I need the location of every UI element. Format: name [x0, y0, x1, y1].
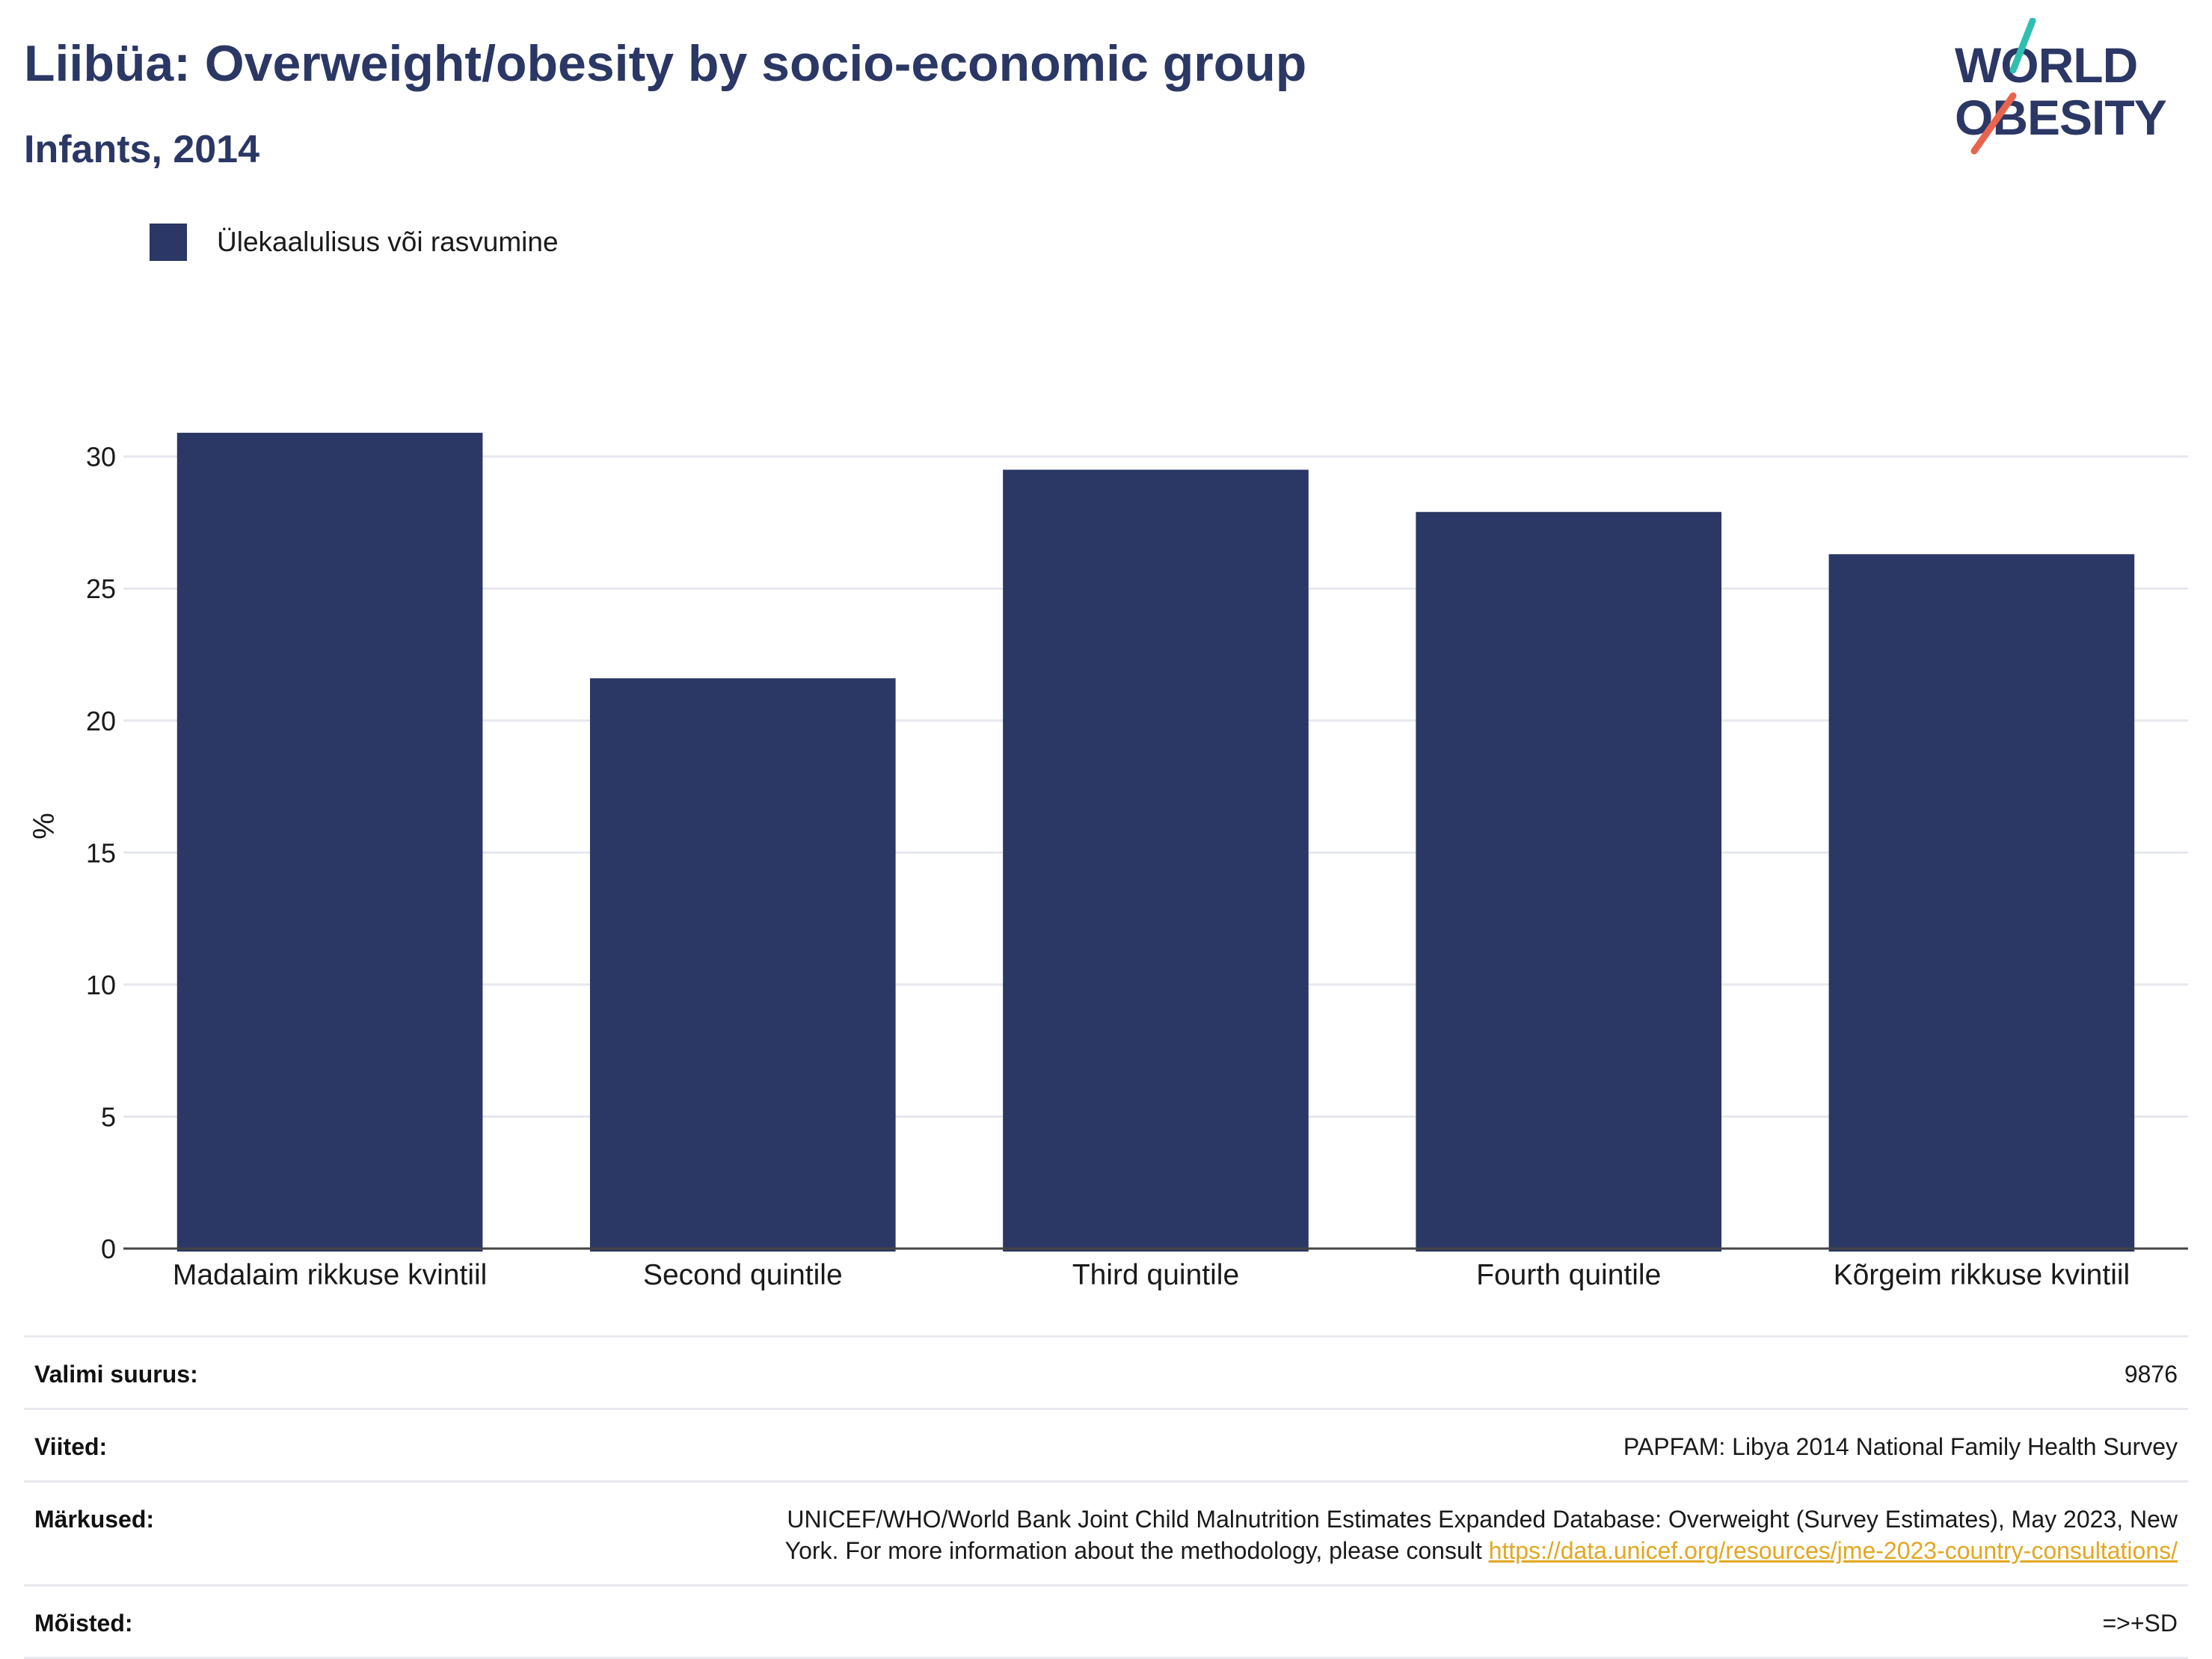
- logo-line1: WORLD: [1955, 37, 2137, 93]
- bar: [1828, 554, 2135, 1252]
- y-tick-label: 20: [86, 706, 116, 736]
- x-tick-label: Second quintile: [643, 1259, 843, 1291]
- legend[interactable]: Ülekaalulisus või rasvumine: [150, 223, 559, 262]
- x-tick-label: Madalaim rikkuse kvintiil: [173, 1259, 487, 1291]
- bar: [1003, 470, 1309, 1252]
- logo-line2: OBESITY: [1955, 90, 2166, 145]
- x-tick-label: Kõrgeim rikkuse kvintiil: [1834, 1259, 2130, 1291]
- notes-value: UNICEF/WHO/World Bank Joint Child Malnut…: [785, 1503, 2178, 1566]
- y-axis-title: %: [28, 813, 61, 840]
- x-tick-label: Third quintile: [1072, 1259, 1239, 1291]
- y-tick-label: 10: [86, 970, 116, 1000]
- bar-chart: 0 5 10 15 20 25 30 Madalaim rikkuse kvintiil Sec…: [28, 432, 2188, 1291]
- bar: [1416, 511, 1722, 1252]
- info-row-definitions: Mõisted: =>+SD: [24, 1586, 2188, 1659]
- notes-label: Märkused:: [34, 1506, 155, 1533]
- chart-title: Liibüa: Overweight/obesity by socio-econ…: [24, 35, 1307, 92]
- notes-text-line1: UNICEF/WHO/World Bank Joint Child Malnut…: [787, 1506, 2178, 1533]
- world-obesity-logo: WORLD OBESITY: [1955, 18, 2167, 155]
- y-tick-label: 30: [86, 442, 116, 473]
- references-label: Viited:: [34, 1433, 108, 1460]
- info-row-notes: Märkused: UNICEF/WHO/World Bank Joint Ch…: [24, 1483, 2188, 1586]
- y-tick-label: 5: [101, 1101, 116, 1132]
- definitions-value: =>+SD: [2102, 1610, 2178, 1637]
- bars: [176, 432, 2135, 1252]
- logo-accent-bottom: [1970, 92, 2017, 155]
- chart-subtitle: Infants, 2014: [24, 128, 260, 171]
- info-table: Valimi suurus: 9876 Viited: PAPFAM: Liby…: [24, 1335, 2188, 1659]
- bar: [589, 678, 896, 1252]
- info-row-references: Viited: PAPFAM: Libya 2014 National Fami…: [24, 1410, 2188, 1483]
- info-row-sample-size: Valimi suurus: 9876: [24, 1338, 2188, 1410]
- references-value: PAPFAM: Libya 2014 National Family Healt…: [1623, 1433, 2178, 1460]
- y-tick-label: 25: [86, 573, 116, 604]
- y-tick-label: 0: [101, 1234, 116, 1264]
- legend-swatch: [150, 224, 187, 261]
- bar: [176, 432, 483, 1252]
- axes: 0 5 10 15 20 25 30 Madalaim rikkuse kvintiil Sec…: [28, 442, 2188, 1291]
- logo-accent-top: [2009, 18, 2036, 74]
- legend-label: Ülekaalulisus või rasvumine: [217, 227, 559, 257]
- sample-size-value: 9876: [2124, 1361, 2178, 1388]
- definitions-label: Mõisted:: [34, 1610, 133, 1637]
- y-tick-label: 15: [86, 837, 116, 868]
- notes-text-line2: York. For more information about the met…: [784, 1537, 1489, 1564]
- x-tick-label: Fourth quintile: [1476, 1259, 1661, 1291]
- sample-size-label: Valimi suurus:: [34, 1361, 198, 1388]
- methodology-link[interactable]: https://data.unicef.org/resources/jme-20…: [1488, 1537, 2178, 1564]
